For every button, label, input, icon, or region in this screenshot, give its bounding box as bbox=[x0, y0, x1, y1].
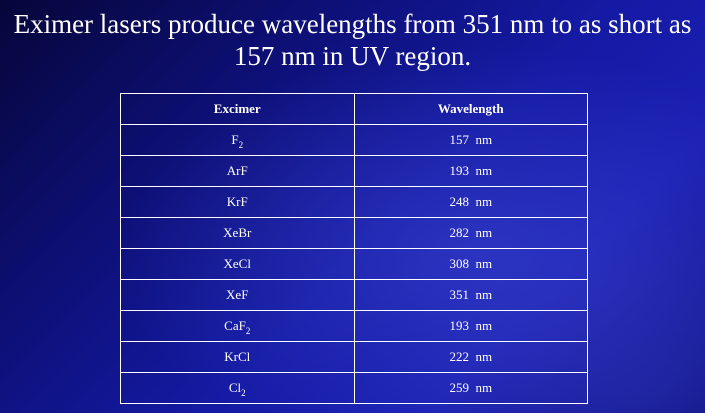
excimer-cell: XeCl bbox=[120, 248, 355, 280]
excimer-cell: CaF2 bbox=[120, 310, 355, 342]
slide-title: Eximer lasers produce wavelengths from 3… bbox=[0, 8, 705, 72]
table-row: XeF 351 nm bbox=[120, 279, 588, 311]
excimer-name: F bbox=[231, 132, 239, 147]
wavelength-cell: 157 nm bbox=[353, 124, 588, 156]
wavelength-cell: 193 nm bbox=[353, 310, 588, 342]
excimer-cell: KrF bbox=[120, 186, 355, 218]
excimer-cell: KrCl bbox=[120, 341, 355, 373]
column-header-excimer: Excimer bbox=[120, 93, 355, 125]
column-header-wavelength: Wavelength bbox=[353, 93, 588, 125]
table-row: KrCl 222 nm bbox=[120, 341, 588, 373]
table-header-row: Excimer Wavelength bbox=[120, 93, 588, 125]
table-row: F2 157 nm bbox=[120, 124, 588, 156]
slide-title-line-1: Eximer lasers produce wavelengths from 3… bbox=[13, 9, 692, 39]
table-row: XeBr 282 nm bbox=[120, 217, 588, 249]
wavelength-cell: 222 nm bbox=[353, 341, 588, 373]
wavelength-cell: 193 nm bbox=[353, 155, 588, 187]
excimer-name: ArF bbox=[226, 163, 248, 178]
excimer-name: KrCl bbox=[224, 349, 251, 364]
wavelength-cell: 351 nm bbox=[353, 279, 588, 311]
excimer-name: XeBr bbox=[223, 225, 252, 240]
table-row: XeCl 308 nm bbox=[120, 248, 588, 280]
excimer-cell: Cl2 bbox=[120, 372, 355, 404]
table-row: ArF 193 nm bbox=[120, 155, 588, 187]
excimer-name: KrF bbox=[226, 194, 248, 209]
excimer-subscript: 2 bbox=[241, 388, 246, 398]
excimer-cell: XeF bbox=[120, 279, 355, 311]
excimer-table-container: Excimer Wavelength F2 157 nm ArF 193 nm … bbox=[120, 93, 588, 404]
wavelength-cell: 308 nm bbox=[353, 248, 588, 280]
excimer-name: CaF bbox=[224, 318, 246, 333]
excimer-name: XeCl bbox=[223, 256, 251, 271]
excimer-subscript: 2 bbox=[238, 140, 244, 150]
wavelength-cell: 248 nm bbox=[353, 186, 588, 218]
table-row: Cl2 259 nm bbox=[120, 372, 588, 404]
excimer-name: Cl bbox=[228, 380, 242, 395]
excimer-name: XeF bbox=[226, 287, 249, 302]
wavelength-cell: 282 nm bbox=[353, 217, 588, 249]
slide-title-line-2: 157 nm in UV region. bbox=[233, 41, 472, 71]
excimer-cell: F2 bbox=[120, 124, 355, 156]
wavelength-cell: 259 nm bbox=[353, 372, 588, 404]
table-row: CaF2 193 nm bbox=[120, 310, 588, 342]
excimer-cell: ArF bbox=[120, 155, 355, 187]
excimer-subscript: 2 bbox=[245, 326, 251, 336]
excimer-cell: XeBr bbox=[120, 217, 355, 249]
table-row: KrF 248 nm bbox=[120, 186, 588, 218]
excimer-wavelength-table: Excimer Wavelength F2 157 nm ArF 193 nm … bbox=[120, 93, 588, 404]
